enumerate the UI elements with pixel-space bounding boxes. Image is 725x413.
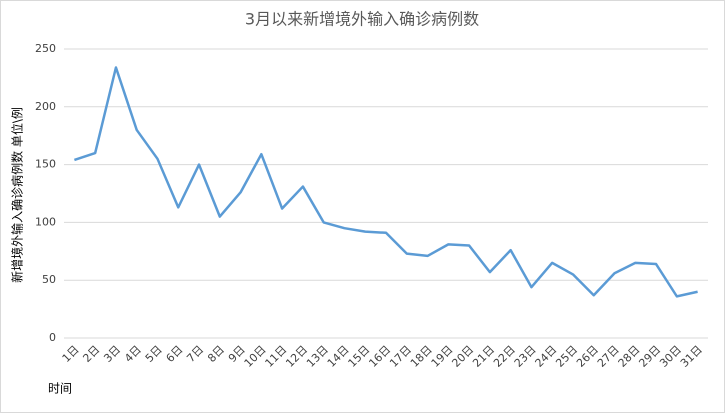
y-tick-label: 200 xyxy=(35,100,56,113)
y-tick-label: 250 xyxy=(35,42,56,55)
y-tick-label: 100 xyxy=(35,215,56,228)
y-tick-label: 50 xyxy=(42,273,56,286)
y-tick-label: 150 xyxy=(35,158,56,171)
x-axis-label: 时间 xyxy=(48,382,72,396)
y-tick-label: 0 xyxy=(49,331,56,344)
chart-title: 3月以来新增境外输入确诊病例数 xyxy=(245,10,479,29)
data-line xyxy=(73,66,698,298)
y-axis-label: 新增境外输入确诊病例数 单位\例 xyxy=(10,107,25,283)
